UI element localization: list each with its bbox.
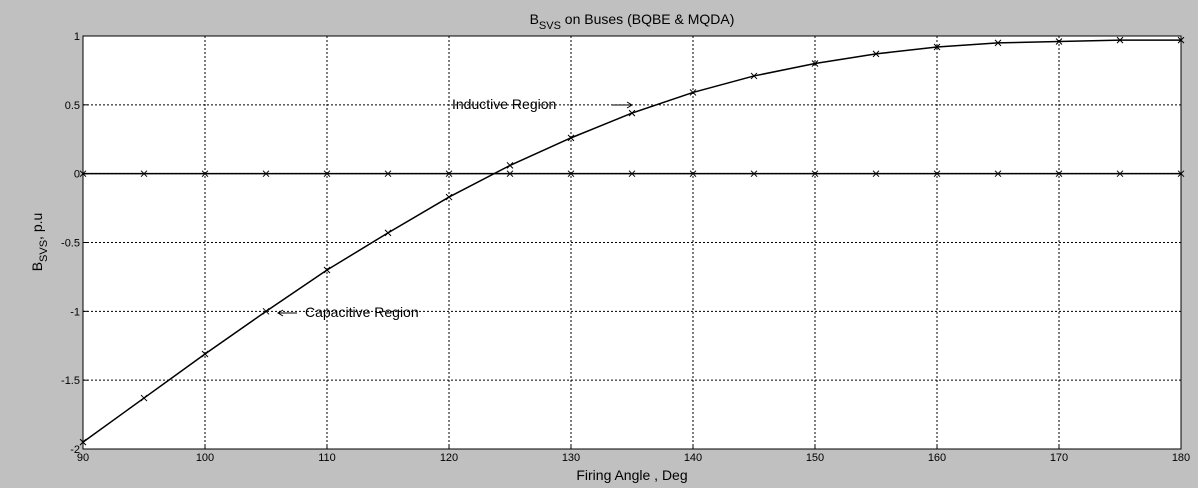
x-tick-label: 100 [196, 452, 214, 464]
y-tick-label: 0 [74, 169, 80, 181]
x-tick-label: 160 [928, 452, 946, 464]
data-marker [811, 170, 819, 178]
x-axis-label: Firing Angle , Deg [576, 467, 687, 483]
data-marker [750, 170, 758, 178]
x-tick-label: 150 [806, 452, 824, 464]
data-marker [872, 50, 880, 58]
data-marker [384, 229, 392, 237]
data-marker [628, 109, 636, 117]
data-marker [79, 438, 87, 446]
ylabel-sub: SVS [38, 240, 50, 262]
chart-title: BSVS on Buses (BQBE & MQDA) [530, 11, 735, 32]
y-tick-label: 0.5 [65, 100, 80, 112]
y-tick-label: -1.5 [61, 375, 80, 387]
data-marker [262, 307, 270, 315]
data-marker [994, 39, 1002, 47]
data-marker [445, 170, 453, 178]
data-marker [201, 350, 209, 358]
data-marker [140, 394, 148, 402]
data-marker [1116, 170, 1124, 178]
annotation: Capacitive Region [305, 304, 419, 320]
data-marker [1177, 170, 1185, 178]
title-main: B [530, 11, 539, 27]
annotation: Inductive Region [452, 96, 556, 112]
data-marker [79, 170, 87, 178]
x-tick-label: 170 [1050, 452, 1068, 464]
data-marker [262, 170, 270, 178]
data-marker [506, 170, 514, 178]
y-axis-label: BSVS, p.u [29, 213, 50, 272]
y-tick-label: -2 [70, 444, 80, 456]
annotation-arrow [612, 101, 633, 109]
data-marker [384, 170, 392, 178]
title-rest: on Buses (BQBE & MQDA) [561, 11, 735, 27]
data-marker [750, 72, 758, 80]
data-marker [1055, 38, 1063, 45]
data-marker [445, 193, 453, 201]
y-tick-label: 1 [74, 31, 80, 43]
x-tick-label: 110 [318, 452, 336, 464]
data-marker [689, 89, 697, 96]
ylabel-rest: , p.u [29, 213, 45, 240]
y-tick-label: -1 [70, 306, 80, 318]
x-tick-label: 130 [562, 452, 580, 464]
data-marker [1055, 170, 1063, 178]
x-tick-label: 180 [1172, 452, 1190, 464]
data-marker [994, 170, 1002, 178]
x-tick-label: 120 [440, 452, 458, 464]
data-marker [323, 170, 331, 178]
data-marker [872, 170, 880, 178]
data-marker [811, 60, 819, 67]
x-tick-label: 90 [77, 452, 89, 464]
data-marker [933, 170, 941, 178]
data-marker [1116, 36, 1124, 44]
data-marker [1177, 36, 1185, 44]
data-marker [933, 43, 941, 51]
data-marker [689, 170, 697, 178]
data-marker [323, 266, 331, 274]
data-marker [506, 162, 514, 169]
x-tick-label: 140 [684, 452, 702, 464]
data-marker [140, 170, 148, 178]
data-marker [628, 170, 636, 178]
title-sub: SVS [539, 20, 561, 32]
annotation-arrow [277, 309, 297, 317]
marks [79, 36, 1185, 446]
data-marker [201, 170, 209, 178]
data-marker [567, 134, 575, 142]
ylabel-main: B [29, 262, 45, 271]
y-tick-label: -0.5 [61, 238, 80, 250]
data-marker [567, 170, 575, 178]
